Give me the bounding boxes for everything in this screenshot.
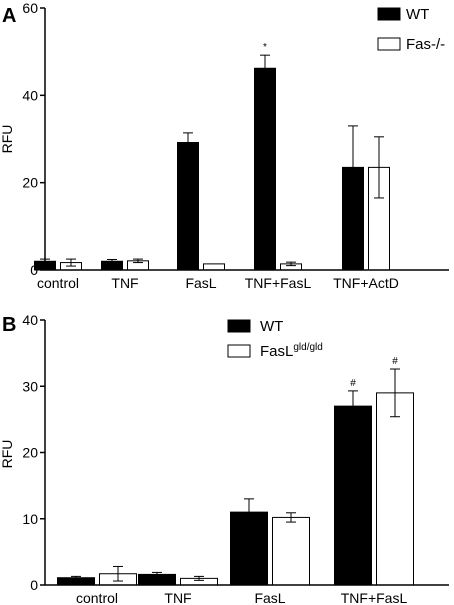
- panel-a-bar-0-3: [254, 67, 276, 271]
- panel-a-legend-swatch-0: [377, 7, 401, 21]
- panel-b-y-tick-label: 40: [22, 312, 38, 328]
- panel-a-legend-label-text: Fas-/-: [406, 36, 445, 53]
- panel-b-y-tick-label: 10: [22, 511, 38, 527]
- panel-a-y-tick-label: 20: [22, 175, 38, 191]
- panel-a-legend-swatch-1: [377, 37, 401, 51]
- panel-a-y-axis-label: RFU: [0, 125, 15, 154]
- panel-b-legend-swatch-1: [227, 344, 251, 358]
- panel-b-letter: B: [2, 314, 16, 336]
- panel-a-x-tick-label: TNF+ActD: [333, 275, 399, 291]
- panel-b-bar-0-3: [334, 405, 372, 586]
- panel-a-chart: A control TNF FasL TNF+FasL TNF+ActD 0 20 40 60 R…: [0, 0, 449, 291]
- panel-b-x-tick-label: FasL: [254, 590, 285, 605]
- panel-a-bar-0-2: [177, 141, 199, 271]
- panel-a-y-tick-label: 40: [22, 87, 38, 103]
- panel-a-x-tick-label: TNF+FasL: [245, 275, 312, 291]
- panel-b-bar-1-3: [376, 392, 414, 586]
- panel-b-y-axis-label: RFU: [0, 440, 15, 469]
- panel-a-x-tick-label: FasL: [185, 275, 216, 291]
- panel-a-legend-label-text: WT: [406, 6, 429, 23]
- panel-b-x-tick-label: TNF: [164, 590, 191, 605]
- panel-a-letter: A: [2, 5, 16, 27]
- panel-b-significance-mark: #: [392, 356, 398, 367]
- panel-a-bar-1-2: [203, 263, 225, 271]
- panel-a-legend-label-1: Fas-/-: [406, 36, 445, 53]
- panel-b-y-tick-label: 20: [22, 445, 38, 461]
- panel-b-bar-1-2: [272, 516, 310, 586]
- panel-a-x-tick-label: TNF: [111, 275, 138, 291]
- panel-a-legend-label-0: WT: [406, 6, 429, 23]
- panel-b-legend-label-text: WT: [260, 318, 283, 335]
- panel-b-y-tick-label: 30: [22, 378, 38, 394]
- panel-a-y-tick-label: 0: [30, 262, 38, 278]
- panel-b-legend-swatch-0: [227, 319, 251, 333]
- panel-b-x-tick-label: TNF+FasL: [341, 590, 408, 605]
- panel-b-x-tick-label: control: [76, 590, 118, 605]
- panel-a-y-tick-label: 60: [22, 0, 38, 16]
- panel-b-chart: B control TNF FasL TNF+FasL 0 10 20 30 40 RFU # # WT…: [0, 312, 449, 605]
- panel-b-significance-mark: #: [350, 378, 356, 389]
- panel-b-y-tick-label: 0: [30, 577, 38, 593]
- panel-b-legend-label-text: FasL: [260, 343, 293, 360]
- panel-b-legend-label-1: FasLgld/gld: [260, 342, 323, 360]
- panel-a-significance-mark: *: [263, 42, 267, 53]
- panel-a-x-tick-label: control: [37, 275, 79, 291]
- panel-b-legend-label-0: WT: [260, 318, 283, 335]
- panel-b-legend-label-superscript: gld/gld: [293, 342, 322, 353]
